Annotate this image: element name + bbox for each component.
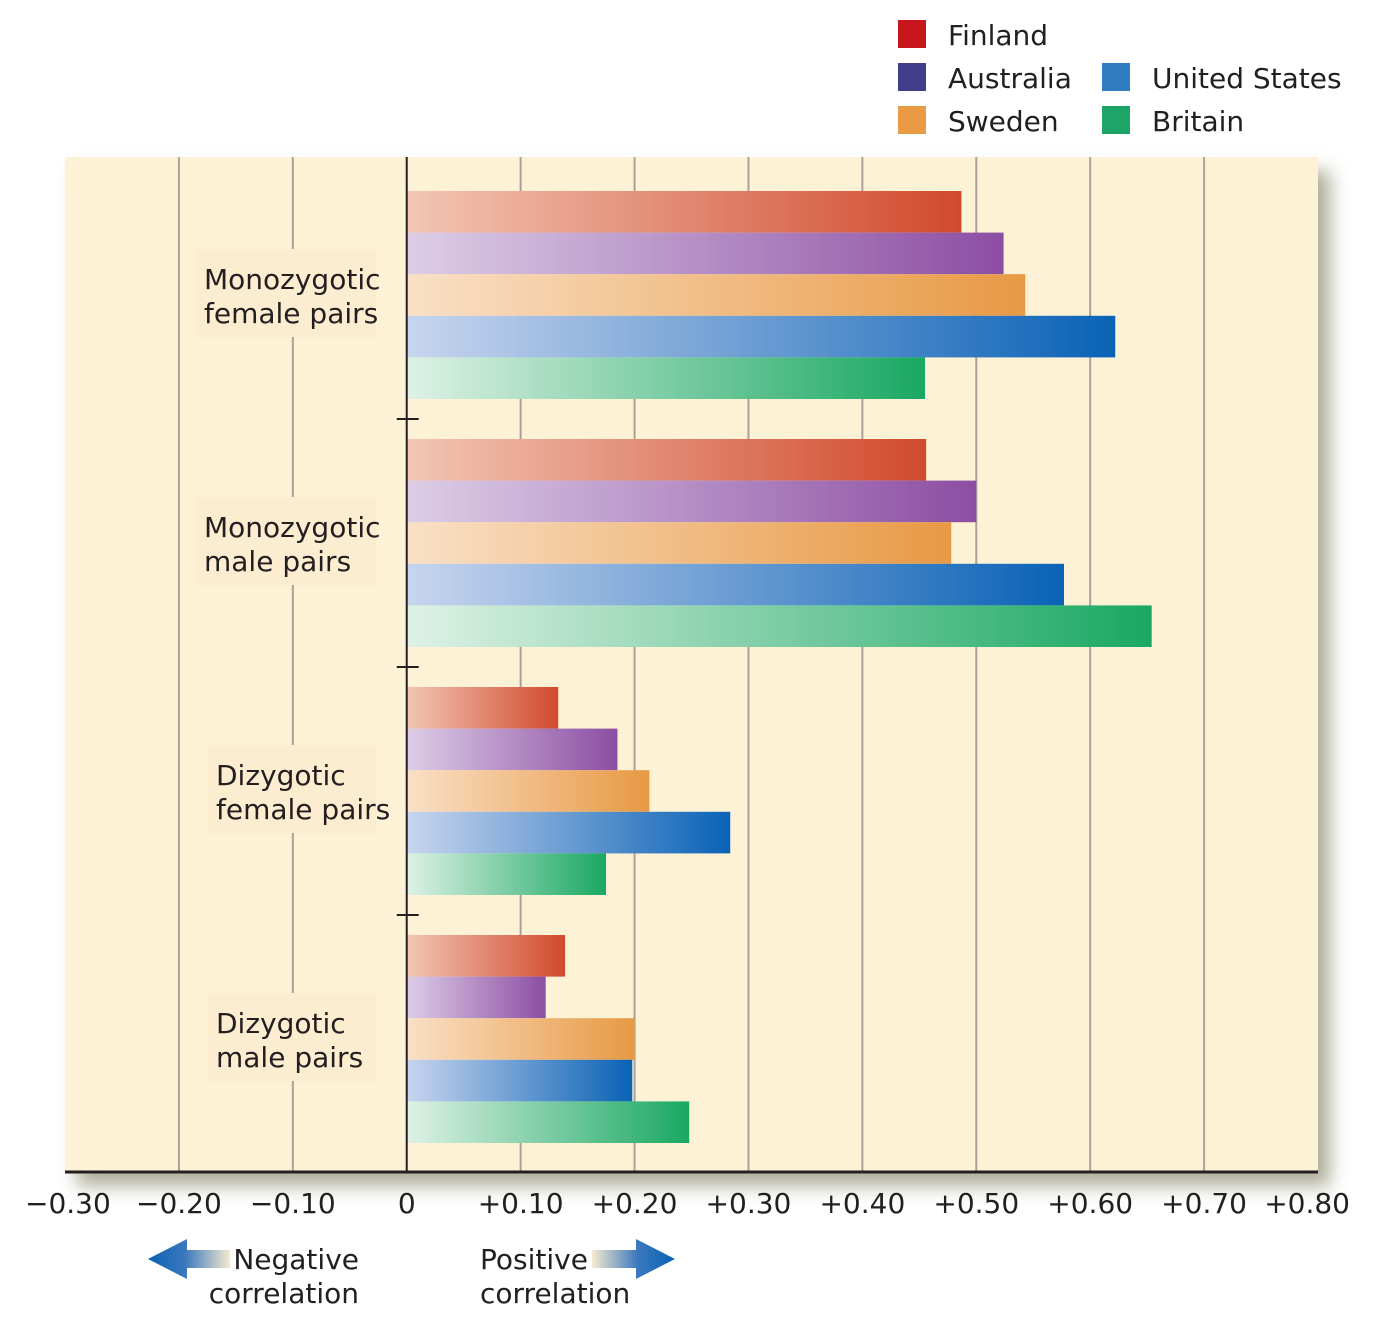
category-label-line: female pairs: [204, 297, 378, 330]
bar-australia: [406, 728, 618, 771]
category-label-line: Monozygotic: [204, 263, 381, 296]
x-tick-label: +0.70: [1161, 1187, 1247, 1220]
bar-sweden: [406, 274, 1026, 316]
category-label-line: female pairs: [216, 793, 390, 826]
x-tick-label: −0.20: [136, 1187, 222, 1220]
x-tick-label: 0: [398, 1187, 416, 1220]
legend-item: Sweden: [898, 105, 1059, 138]
bars: [406, 191, 1152, 1143]
bar-finland: [406, 935, 566, 977]
legend-item: Australia: [898, 62, 1072, 95]
bar-finland: [406, 687, 559, 729]
axes: [65, 157, 1318, 1174]
bar-sweden: [406, 522, 952, 564]
legend-swatch: [898, 106, 926, 134]
positive-correlation-note: Positive correlation: [480, 1239, 675, 1310]
legend-label: United States: [1152, 62, 1342, 95]
bar-australia: [406, 232, 1004, 275]
x-tick-label: +0.10: [478, 1187, 564, 1220]
bar-australia: [406, 976, 546, 1019]
legend-label: Sweden: [948, 105, 1059, 138]
bar-britain: [406, 853, 607, 895]
legend-swatch: [898, 20, 926, 48]
category-label-line: Dizygotic: [216, 1007, 346, 1040]
x-tick-label: −0.10: [250, 1187, 336, 1220]
x-tick-label: +0.50: [933, 1187, 1019, 1220]
legend-swatch: [898, 63, 926, 91]
left-arrow-icon: [148, 1239, 230, 1279]
x-tick-label: +0.60: [1047, 1187, 1133, 1220]
bar-united-states: [406, 811, 731, 854]
category-label-background: [196, 249, 376, 337]
legend-swatch: [1102, 63, 1130, 91]
legend-item: United States: [1102, 62, 1342, 95]
bar-finland: [406, 439, 927, 481]
legend-swatch: [1102, 106, 1130, 134]
legend-label: Britain: [1152, 105, 1244, 138]
bar-united-states: [406, 1059, 633, 1102]
x-tick-label: +0.80: [1264, 1187, 1350, 1220]
bar-sweden: [406, 1018, 635, 1060]
bar-united-states: [406, 563, 1064, 606]
bar-australia: [406, 480, 977, 523]
category-label-line: Monozygotic: [204, 511, 381, 544]
positive-label-line2: correlation: [480, 1277, 630, 1310]
bar-britain: [406, 357, 926, 399]
legend: Finland Australia Sweden United States Brita…: [898, 19, 1342, 138]
legend-item: Finland: [898, 19, 1048, 52]
x-tick-labels: −0.30 −0.20 −0.10 0 +0.10 +0.20 +0.30 +0.40 +0.5…: [25, 1187, 1350, 1220]
bar-finland: [406, 191, 962, 233]
category-label-background: [208, 745, 376, 833]
category-label-background: [208, 993, 376, 1081]
bar-united-states: [406, 315, 1116, 358]
category-label-background: [196, 497, 376, 585]
x-tick-label: +0.20: [592, 1187, 678, 1220]
right-arrow-icon: [592, 1239, 675, 1279]
x-tick-label: +0.40: [819, 1187, 905, 1220]
bar-sweden: [406, 770, 650, 812]
negative-label-line1: Negative: [233, 1243, 359, 1276]
x-tick-label: −0.30: [25, 1187, 111, 1220]
bar-britain: [406, 1101, 690, 1143]
category-label-line: Dizygotic: [216, 759, 346, 792]
legend-label: Australia: [948, 62, 1072, 95]
negative-label-line2: correlation: [209, 1277, 359, 1310]
category-label-line: male pairs: [216, 1041, 363, 1074]
positive-label-line1: Positive: [480, 1243, 588, 1276]
legend-item: Britain: [1102, 105, 1244, 138]
x-tick-label: +0.30: [706, 1187, 792, 1220]
bar-britain: [406, 605, 1152, 647]
category-label-line: male pairs: [204, 545, 351, 578]
negative-correlation-note: Negative correlation: [148, 1239, 359, 1310]
legend-label: Finland: [948, 19, 1048, 52]
